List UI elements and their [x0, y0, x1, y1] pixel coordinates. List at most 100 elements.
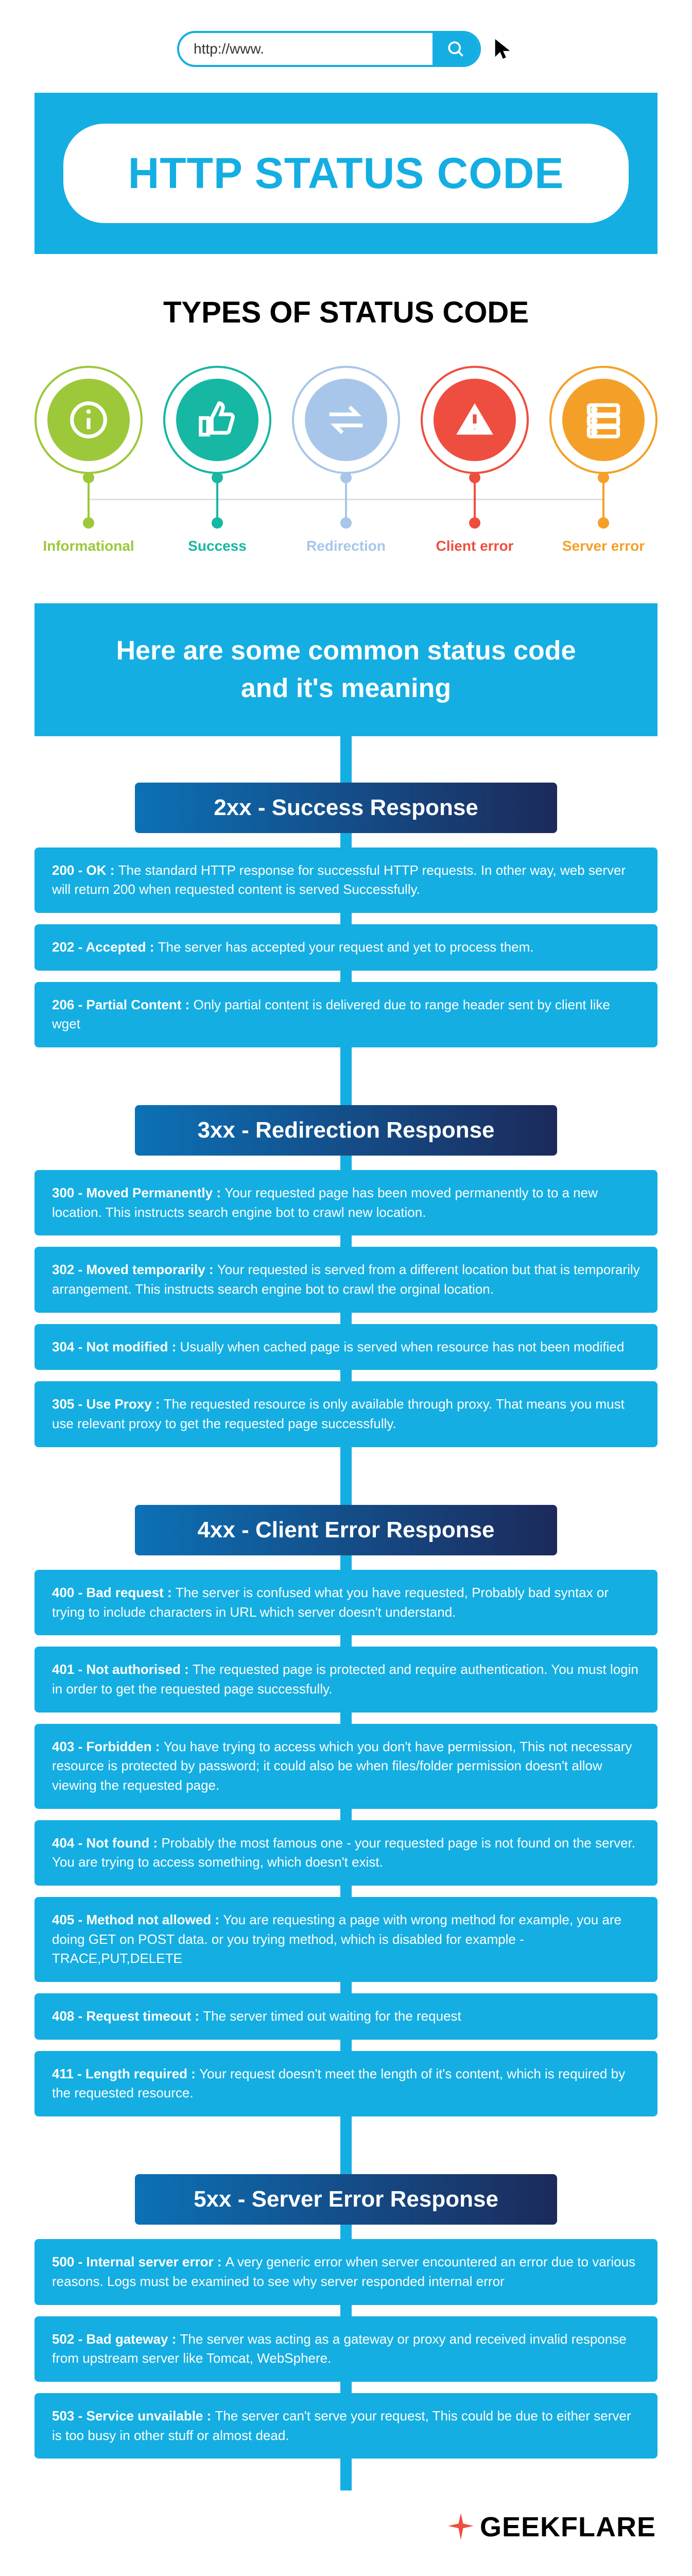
code-title: 411 - Length required :	[52, 2066, 199, 2081]
type-stem	[474, 477, 476, 523]
type-dot	[212, 517, 223, 529]
code-title: 302 - Moved temporarily :	[52, 1262, 217, 1277]
type-stem	[88, 477, 90, 523]
section-header: 4xx - Client Error Response	[135, 1505, 557, 1555]
code-title: 300 - Moved Permanently :	[52, 1185, 224, 1200]
search-button[interactable]	[432, 33, 479, 65]
code-body: The server has accepted your request and…	[158, 939, 534, 955]
code-card: 408 - Request timeout : The server timed…	[34, 1993, 658, 2040]
type-ring	[549, 366, 658, 474]
code-title: 404 - Not found :	[52, 1835, 161, 1851]
type-label: Server error	[562, 538, 645, 554]
type-stem	[345, 477, 347, 523]
type-label: Redirection	[306, 538, 386, 554]
footer: GEEKFLARE	[0, 2490, 692, 2574]
type-dot	[598, 472, 609, 483]
footer-brand: GEEKFLARE	[480, 2511, 656, 2543]
code-card: 502 - Bad gateway : The server was actin…	[34, 2316, 658, 2382]
types-row: Informational Success Redirection Client er…	[34, 366, 658, 554]
section-header: 3xx - Redirection Response	[135, 1105, 557, 1156]
type-ring	[421, 366, 529, 474]
subtitle: TYPES OF STATUS CODE	[0, 295, 692, 330]
type-ring	[163, 366, 271, 474]
code-title: 408 - Request timeout :	[52, 2008, 203, 2024]
footer-logo: GEEKFLARE	[447, 2511, 656, 2543]
type-ring	[34, 366, 143, 474]
type-dot	[598, 517, 609, 529]
type-dot	[212, 472, 223, 483]
code-card: 503 - Service unvailable : The server ca…	[34, 2393, 658, 2459]
type-label: Client error	[436, 538, 514, 554]
code-card: 206 - Partial Content : Only partial con…	[34, 982, 658, 1047]
type-circle-wrap	[549, 366, 658, 474]
section-3: 5xx - Server Error Response 500 - Interna…	[34, 2128, 658, 2459]
sections-wrap: 2xx - Success Response200 - OK : The sta…	[34, 736, 658, 2491]
code-title: 206 - Partial Content :	[52, 997, 194, 1012]
code-title: 405 - Method not allowed :	[52, 1912, 223, 1927]
code-title: 202 - Accepted :	[52, 939, 158, 955]
main-title: HTTP STATUS CODE	[89, 148, 603, 198]
common-banner-line2: and it's meaning	[55, 670, 637, 707]
spark-icon	[447, 2513, 475, 2541]
code-card: 404 - Not found : Probably the most famo…	[34, 1820, 658, 1886]
code-body: The server timed out waiting for the req…	[203, 2008, 461, 2024]
page: HTTP STATUS CODE TYPES OF STATUS CODE In…	[0, 0, 692, 2574]
code-title: 200 - OK :	[52, 862, 118, 878]
cursor-icon	[491, 37, 515, 61]
code-card: 302 - Moved temporarily : Your requested…	[34, 1247, 658, 1312]
type-dot	[83, 472, 94, 483]
search-icon	[446, 40, 465, 58]
code-card: 401 - Not authorised : The requested pag…	[34, 1647, 658, 1712]
code-card: 405 - Method not allowed : You are reque…	[34, 1897, 658, 1982]
search-bar	[177, 31, 481, 67]
code-title: 502 - Bad gateway :	[52, 2331, 180, 2347]
type-dot	[469, 472, 480, 483]
code-title: 400 - Bad request :	[52, 1585, 176, 1600]
code-card: 400 - Bad request : The server is confus…	[34, 1570, 658, 1635]
code-card: 500 - Internal server error : A very gen…	[34, 2239, 658, 2304]
code-card: 200 - OK : The standard HTTP response fo…	[34, 848, 658, 913]
type-circle-wrap	[34, 366, 143, 474]
type-item-success: Success	[163, 366, 271, 554]
type-label: Informational	[43, 538, 134, 554]
code-title: 403 - Forbidden :	[52, 1739, 164, 1754]
type-dot	[469, 517, 480, 529]
type-dot	[340, 472, 352, 483]
type-stem	[602, 477, 604, 523]
type-circle-wrap	[292, 366, 400, 474]
code-title: 304 - Not modified :	[52, 1339, 180, 1354]
type-dot	[83, 517, 94, 529]
search-row	[0, 0, 692, 93]
section-0: 2xx - Success Response200 - OK : The sta…	[34, 736, 658, 1047]
common-banner: Here are some common status code and it'…	[34, 603, 658, 736]
code-title: 401 - Not authorised :	[52, 1662, 193, 1677]
code-title: 305 - Use Proxy :	[52, 1396, 164, 1412]
code-body: Usually when cached page is served when …	[180, 1339, 624, 1354]
type-dot	[340, 517, 352, 529]
type-circle-wrap	[163, 366, 271, 474]
code-card: 411 - Length required : Your request doe…	[34, 2051, 658, 2116]
type-item-informational: Informational	[34, 366, 143, 554]
code-title: 500 - Internal server error :	[52, 2254, 226, 2269]
code-card: 304 - Not modified : Usually when cached…	[34, 1324, 658, 1370]
url-input[interactable]	[179, 41, 432, 57]
code-title: 503 - Service unvailable :	[52, 2408, 215, 2424]
code-card: 300 - Moved Permanently : Your requested…	[34, 1170, 658, 1235]
section-header: 5xx - Server Error Response	[135, 2174, 557, 2225]
title-card: HTTP STATUS CODE	[34, 93, 658, 254]
type-stem	[216, 477, 218, 523]
code-card: 202 - Accepted : The server has accepted…	[34, 924, 658, 971]
type-item-server-error: Server error	[549, 366, 658, 554]
section-1: 3xx - Redirection Response 300 - Moved Pe…	[34, 1059, 658, 1447]
title-inner: HTTP STATUS CODE	[63, 124, 629, 223]
code-card: 305 - Use Proxy : The requested resource…	[34, 1381, 658, 1447]
type-circle-wrap	[421, 366, 529, 474]
common-banner-line1: Here are some common status code	[55, 632, 637, 670]
code-card: 403 - Forbidden : You have trying to acc…	[34, 1724, 658, 1809]
type-label: Success	[188, 538, 247, 554]
code-body: The standard HTTP response for successfu…	[52, 862, 626, 897]
type-item-redirection: Redirection	[292, 366, 400, 554]
section-2: 4xx - Client Error Response 400 - Bad req…	[34, 1459, 658, 2116]
type-item-client-error: Client error	[421, 366, 529, 554]
type-ring	[292, 366, 400, 474]
